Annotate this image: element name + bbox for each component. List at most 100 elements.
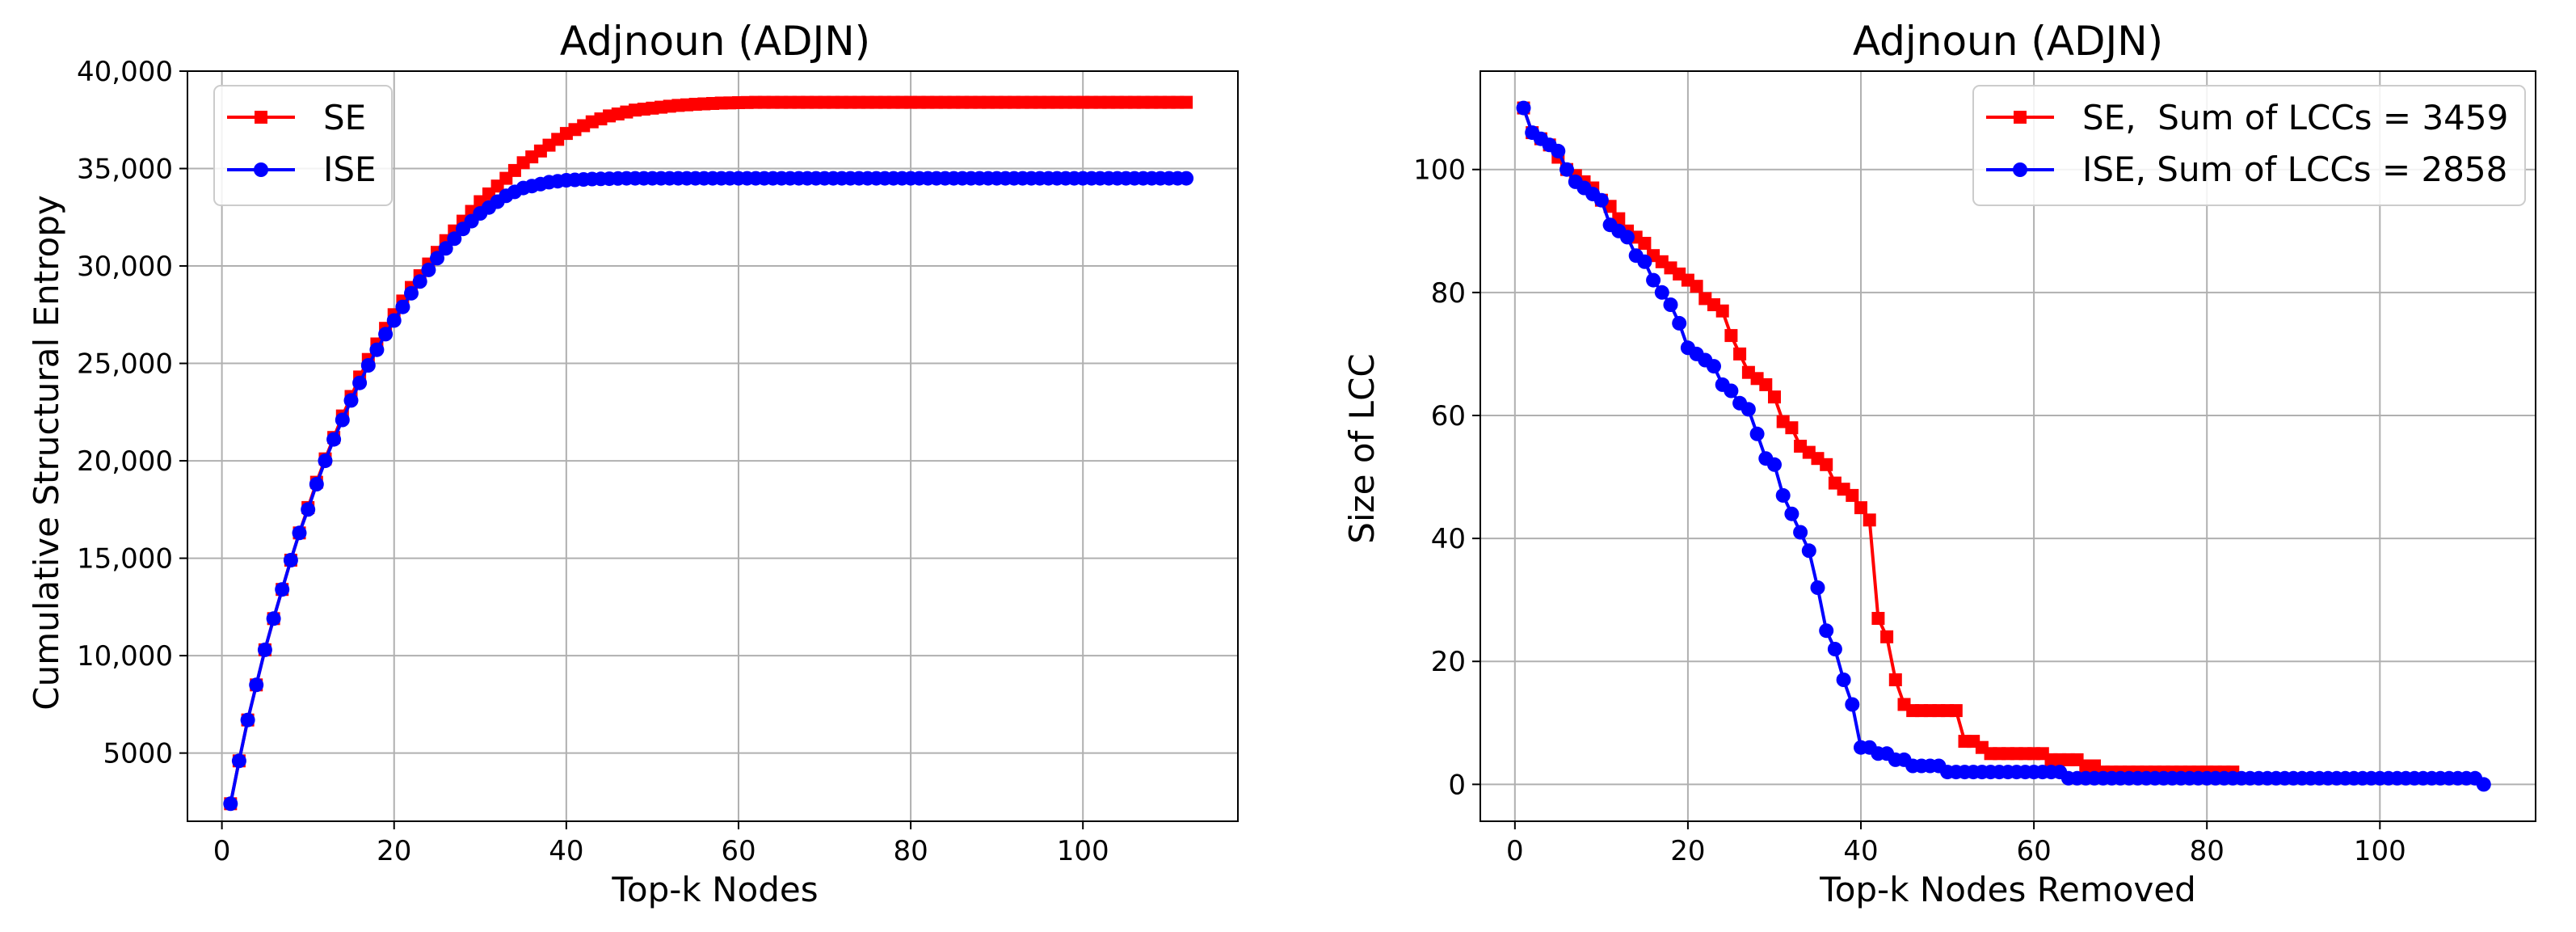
data-point [1827, 642, 1842, 656]
data-point [223, 796, 238, 812]
right-chart-y-ticks: 0 20 40 60 80 100 [1413, 154, 1480, 801]
left-legend-entry-se: SE [227, 98, 366, 137]
left-chart-frame [187, 70, 1239, 822]
data-point [1888, 673, 1902, 686]
data-point [292, 525, 307, 541]
data-point [395, 299, 410, 314]
data-point [386, 313, 402, 328]
left-chart-legend: SE ISE [213, 85, 393, 206]
data-point [1768, 390, 1781, 404]
left-x-tick-label: 80 [893, 835, 928, 867]
data-point [1637, 254, 1652, 269]
data-point [266, 611, 281, 626]
right-series-se-line [1522, 107, 2233, 774]
left-y-tick-label: 15,000 [77, 543, 173, 576]
data-point [1854, 501, 1867, 515]
data-point [360, 358, 376, 373]
data-point [378, 327, 394, 342]
left-legend-label-se: SE [323, 98, 366, 137]
left-series-ise-line [229, 176, 1187, 804]
data-point [1663, 297, 1678, 312]
data-point [369, 342, 385, 357]
data-point [1793, 525, 1808, 540]
data-point [1880, 630, 1894, 643]
right-x-tick-label: 100 [2354, 835, 2406, 867]
data-point [430, 251, 444, 266]
data-point [352, 375, 368, 390]
right-legend-entry-ise: ISE, Sum of LCCs = 2858 [1986, 150, 2507, 189]
left-y-tick-label: 40,000 [77, 56, 173, 88]
right-chart-plot-area [1516, 100, 2491, 792]
left-y-tick-label: 5000 [103, 738, 173, 770]
data-point [1801, 543, 1816, 559]
data-point [1180, 95, 1193, 109]
left-y-tick-label: 30,000 [77, 251, 173, 283]
right-x-tick-label: 20 [1670, 835, 1705, 867]
data-point [2476, 777, 2491, 792]
data-point [1785, 421, 1799, 435]
data-point [1551, 143, 1566, 158]
circle-marker-icon [254, 162, 268, 177]
data-point [231, 753, 246, 769]
data-point [421, 262, 436, 277]
left-x-tick-label: 0 [213, 835, 231, 867]
right-y-tick-label: 100 [1413, 154, 1466, 187]
data-point [1638, 237, 1652, 250]
data-point [412, 274, 427, 289]
right-y-tick-label: 40 [1431, 523, 1466, 555]
right-chart-legend: SE, Sum of LCCs = 3459 ISE, Sum of LCCs … [1972, 85, 2526, 206]
left-chart-x-ticks: 0 20 40 60 80 100 [213, 821, 1109, 867]
data-point [1654, 285, 1669, 300]
data-point [1733, 347, 1747, 361]
right-y-tick-label: 80 [1431, 277, 1466, 310]
data-point [318, 453, 333, 469]
data-point [343, 393, 359, 408]
right-chart-title: Adjnoun (ADJN) [1853, 18, 2163, 65]
left-chart-y-ticks: 5000 10,000 15,000 20,000 25,000 30,000 35,000… [77, 56, 187, 770]
right-y-tick-label: 0 [1448, 769, 1466, 801]
data-point [326, 432, 342, 447]
data-point [1593, 192, 1609, 208]
data-point [1646, 272, 1661, 288]
data-point [1724, 329, 1738, 343]
left-chart-title: Adjnoun (ADJN) [560, 18, 870, 65]
left-chart-x-axis-label: Top-k Nodes [611, 870, 818, 909]
data-point [1949, 704, 1963, 718]
right-series-ise-line [1522, 107, 2485, 787]
data-point [257, 642, 272, 657]
right-chart-x-axis-label: Top-k Nodes Removed [1819, 870, 2196, 909]
square-marker-icon [2014, 111, 2027, 124]
data-point [1775, 487, 1791, 503]
data-point [1715, 304, 1729, 318]
data-point [309, 477, 324, 491]
data-point [1820, 458, 1833, 471]
right-x-tick-label: 80 [2190, 835, 2225, 867]
square-marker-icon [255, 111, 267, 124]
data-point [1810, 580, 1825, 595]
data-point [447, 231, 462, 247]
right-chart-frame [1480, 70, 2536, 822]
data-point [301, 502, 316, 517]
left-y-tick-label: 35,000 [77, 154, 173, 186]
data-point [1836, 673, 1851, 687]
right-y-tick-label: 60 [1431, 400, 1466, 432]
data-point [1845, 697, 1860, 712]
right-legend-box [1972, 85, 2526, 206]
left-x-tick-label: 60 [721, 835, 756, 867]
right-chart-y-axis-label: Size of LCC [1342, 353, 1382, 543]
left-series-1-markers [223, 171, 1194, 812]
left-y-tick-label: 10,000 [77, 640, 173, 673]
right-chart-panel: 0 20 40 60 80 100 0 20 40 60 80 100 Adjnoun (ADJN)… [1342, 18, 2536, 909]
left-legend-entry-ise: ISE [227, 150, 377, 189]
data-point [1863, 513, 1876, 527]
right-legend-label-se: SE, Sum of LCCs = 3459 [2082, 98, 2508, 137]
left-chart-plot-area [223, 95, 1194, 812]
data-point [240, 712, 255, 727]
data-point [1740, 402, 1756, 417]
right-x-tick-label: 0 [1506, 835, 1524, 867]
data-point [1690, 280, 1703, 293]
data-point [283, 553, 298, 567]
right-x-tick-label: 60 [2016, 835, 2051, 867]
left-legend-label-ise: ISE [323, 150, 377, 189]
